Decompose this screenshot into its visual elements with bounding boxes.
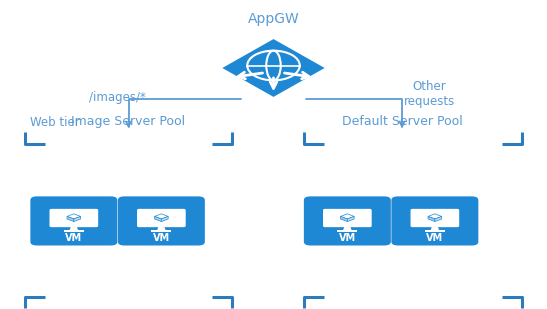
Text: VM: VM [426, 233, 444, 243]
FancyBboxPatch shape [152, 230, 171, 232]
Polygon shape [341, 216, 347, 222]
FancyBboxPatch shape [304, 197, 391, 246]
Polygon shape [343, 226, 352, 230]
Polygon shape [430, 226, 439, 230]
Text: AppGW: AppGW [248, 12, 299, 26]
Polygon shape [435, 216, 441, 222]
Polygon shape [428, 216, 435, 222]
Polygon shape [67, 214, 80, 219]
Text: /images/*: /images/* [89, 91, 146, 104]
Polygon shape [347, 216, 354, 222]
Polygon shape [155, 214, 168, 219]
Polygon shape [155, 216, 161, 222]
FancyBboxPatch shape [49, 209, 98, 227]
Polygon shape [69, 226, 78, 230]
Text: Other
requests: Other requests [404, 80, 455, 108]
Polygon shape [157, 226, 166, 230]
Text: Default Server Pool: Default Server Pool [342, 115, 462, 128]
Polygon shape [219, 37, 328, 99]
FancyBboxPatch shape [118, 197, 205, 246]
Text: VM: VM [65, 233, 83, 243]
Text: VM: VM [339, 233, 356, 243]
FancyBboxPatch shape [392, 197, 478, 246]
FancyBboxPatch shape [137, 209, 186, 227]
Text: Web tier: Web tier [30, 116, 80, 129]
Polygon shape [161, 216, 168, 222]
FancyBboxPatch shape [323, 209, 372, 227]
Polygon shape [341, 214, 354, 219]
FancyBboxPatch shape [410, 209, 459, 227]
FancyBboxPatch shape [337, 230, 357, 232]
Polygon shape [67, 216, 74, 222]
Polygon shape [74, 216, 80, 222]
FancyBboxPatch shape [425, 230, 445, 232]
FancyBboxPatch shape [31, 197, 118, 246]
Text: VM: VM [153, 233, 170, 243]
Polygon shape [428, 214, 441, 219]
Text: Image Server Pool: Image Server Pool [72, 115, 185, 128]
FancyBboxPatch shape [64, 230, 84, 232]
